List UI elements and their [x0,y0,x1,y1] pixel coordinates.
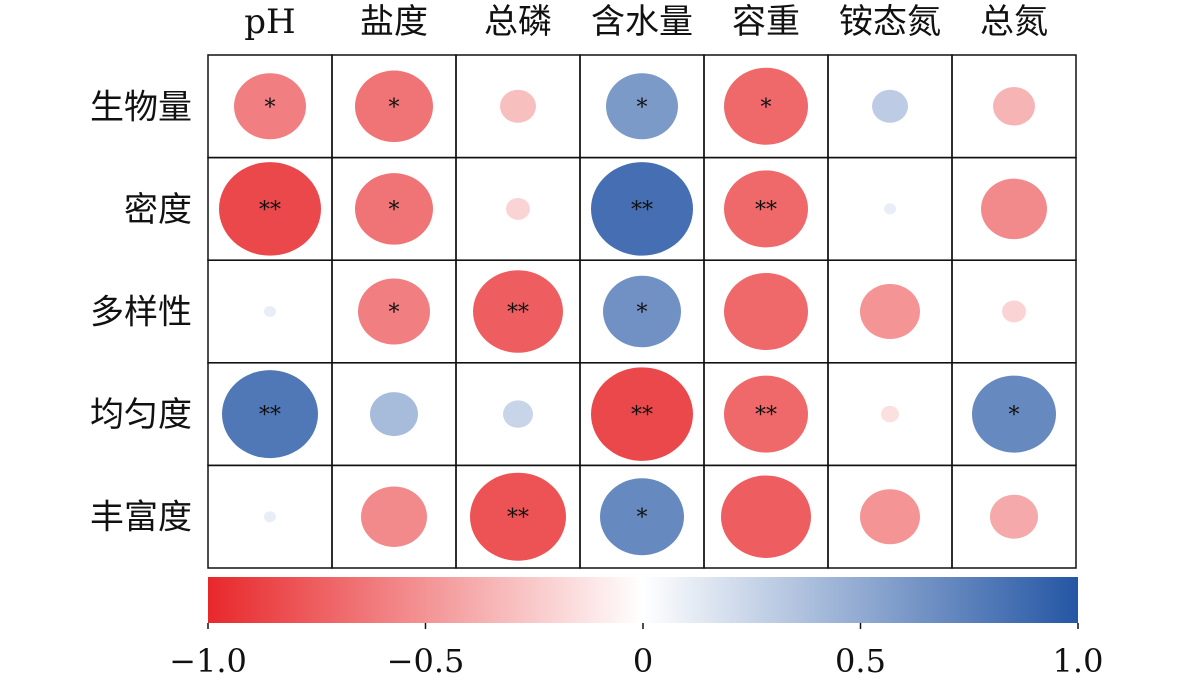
correlation-circle [881,405,899,423]
significance-mark: ** [755,198,777,223]
significance-mark: * [637,95,648,120]
correlation-circle [884,203,896,215]
colorbar [208,577,1078,623]
correlation-circle [470,472,566,561]
significance-mark: * [761,95,772,120]
column-label: pH [244,2,295,42]
correlation-circle [724,67,808,145]
significance-mark: ** [631,198,653,223]
column-label: 铵态氮 [839,2,941,42]
colorbar-tick-label: −1.0 [169,642,247,680]
significance-mark: ** [507,301,529,326]
correlation-circle [355,70,433,143]
row-label: 丰富度 [90,498,192,538]
colorbar-tick-label: 1.0 [1053,642,1104,680]
correlation-circle [606,73,678,140]
correlation-circle [234,73,306,140]
correlation-circle [990,494,1038,539]
correlation-circle [860,489,920,545]
correlation-circle [473,270,563,353]
correlation-circle [1002,300,1026,323]
correlation-circle [993,87,1035,126]
column-label: 含水量 [591,2,693,42]
correlation-circle [972,375,1056,453]
correlation-circle [503,400,533,428]
significance-mark: * [1009,403,1020,428]
significance-mark: * [265,95,276,120]
correlation-circle [222,370,318,459]
significance-mark: * [389,301,400,326]
correlation-circle [358,278,430,345]
row-label: 多样性 [90,293,192,333]
correlation-circle [600,478,684,556]
correlation-circle [724,273,808,350]
correlation-circle [264,511,276,523]
heatmap-cell [951,464,1077,569]
correlation-circle [981,178,1047,240]
correlation-circle [603,275,681,348]
significance-mark: * [637,301,648,326]
correlation-circle [724,375,808,453]
colorbar-tick-label: 0 [633,642,653,680]
correlation-circle [591,367,693,461]
column-label: 总磷 [484,2,552,42]
correlation-circle [872,89,908,123]
significance-mark: * [637,506,648,531]
correlation-circle [500,89,536,123]
row-label: 密度 [124,190,192,230]
significance-mark: ** [507,506,529,531]
colorbar-tick-label: 0.5 [835,642,886,680]
significance-mark: * [389,198,400,223]
column-label: 容重 [732,2,800,42]
correlation-circle [355,173,433,245]
correlation-circle [370,392,418,437]
correlation-circle [591,162,693,256]
correlation-circle [264,306,276,317]
significance-mark: ** [259,198,281,223]
row-label: 生物量 [90,87,192,127]
correlation-circle [506,197,530,220]
significance-mark: ** [631,403,653,428]
correlation-circle [219,162,321,256]
correlation-circle [724,170,808,248]
correlation-circle [361,486,427,547]
significance-mark: ** [755,403,777,428]
column-label: 总氮 [980,2,1048,42]
column-label: 盐度 [360,2,428,42]
correlation-circle [860,284,920,339]
correlation-circle [721,475,811,558]
significance-mark: * [389,95,400,120]
row-label: 均匀度 [90,395,192,435]
significance-mark: ** [259,403,281,428]
colorbar-tick-label: −0.5 [387,642,465,680]
